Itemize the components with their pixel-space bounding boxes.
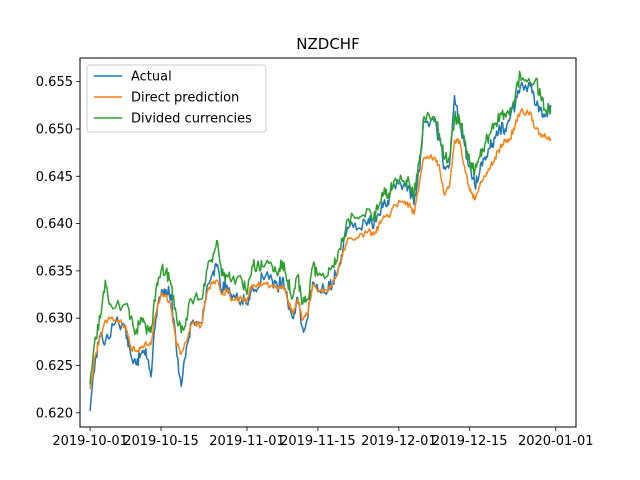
y-axis: 0.620 0.625 0.630 0.635 0.640 0.645 0.650 0.655 bbox=[36, 75, 80, 421]
x-tick-label: 2019-10-15 bbox=[123, 434, 199, 449]
legend-label: Divided currencies bbox=[131, 112, 252, 127]
legend-label: Direct prediction bbox=[131, 91, 239, 106]
y-tick-label: 0.625 bbox=[36, 359, 73, 374]
chart-title: NZDCHF bbox=[296, 35, 359, 53]
y-tick-label: 0.655 bbox=[36, 75, 73, 90]
y-tick-label: 0.635 bbox=[36, 264, 73, 279]
x-tick-label: 2019-10-01 bbox=[52, 434, 128, 449]
x-tick-label: 2019-11-01 bbox=[209, 434, 285, 449]
y-tick-label: 0.620 bbox=[36, 406, 73, 421]
y-tick-label: 0.630 bbox=[36, 312, 73, 327]
series-line-direct-prediction bbox=[89, 108, 552, 390]
y-tick-label: 0.640 bbox=[36, 217, 73, 232]
plot-frame bbox=[79, 57, 577, 428]
legend-label: Actual bbox=[131, 70, 172, 85]
x-tick-label: 2019-11-15 bbox=[280, 434, 356, 449]
x-tick-label: 2019-12-01 bbox=[361, 434, 437, 449]
series-layer bbox=[89, 70, 552, 411]
x-tick-label: 2019-12-15 bbox=[432, 434, 508, 449]
x-tick-label: 2020-01-01 bbox=[518, 434, 594, 449]
series-line-divided-currencies bbox=[89, 70, 552, 385]
legend-box bbox=[86, 64, 267, 133]
legend: Actual Direct prediction Divided currencie… bbox=[86, 64, 267, 133]
y-tick-label: 0.650 bbox=[36, 122, 73, 137]
y-tick-label: 0.645 bbox=[36, 170, 73, 185]
